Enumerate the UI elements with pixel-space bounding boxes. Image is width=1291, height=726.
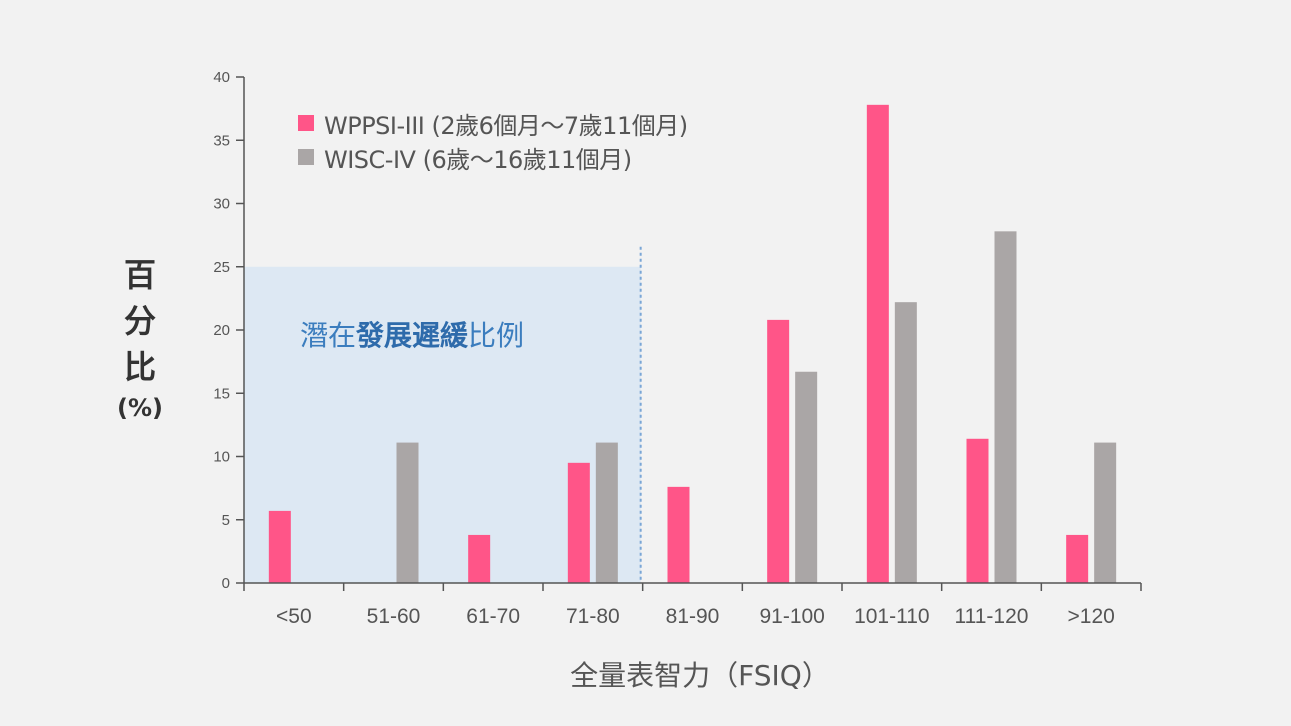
x-tick-label: <50 <box>276 605 312 628</box>
x-tick-label: 71-80 <box>566 605 620 628</box>
bar-wisc <box>795 371 818 583</box>
y-tick-label: 40 <box>213 69 230 86</box>
x-tick-label: 51-60 <box>367 605 421 628</box>
x-tick-label: 91-100 <box>759 605 824 628</box>
bar-wppsi <box>767 319 790 583</box>
x-tick-label: >120 <box>1068 605 1115 628</box>
x-tick-label: 61-70 <box>466 605 520 628</box>
bar-wppsi <box>866 104 889 583</box>
bar-wppsi <box>468 534 491 583</box>
y-axis-label: 百 分 比 (%) <box>108 252 172 426</box>
bar-wisc <box>994 231 1017 583</box>
y-tick-label: 5 <box>222 512 230 529</box>
y-axis-unit: (%) <box>117 394 163 422</box>
region-annotation-post: 比例 <box>468 319 525 352</box>
y-tick-label: 0 <box>222 575 230 592</box>
y-tick-label: 15 <box>213 385 230 402</box>
region-annotation-pre: 潛在 <box>300 319 357 352</box>
y-tick-label: 20 <box>213 322 230 339</box>
bar-wppsi <box>667 486 690 583</box>
bar-wisc <box>894 302 917 583</box>
x-tick-label: 101-110 <box>854 605 930 628</box>
region-annotation-bold: 發展遲緩 <box>356 319 469 352</box>
y-axis-label-char: 百 <box>123 256 156 294</box>
y-tick-label: 25 <box>213 259 230 276</box>
y-axis-label-char: 比 <box>123 348 156 386</box>
legend-text-wisc: WISC-IV (6歲～16歲11個月) <box>324 145 632 174</box>
x-axis-label: 全量表智力（FSIQ） <box>570 659 830 692</box>
bar-wisc <box>595 442 618 583</box>
legend-swatch-wppsi <box>298 115 314 131</box>
y-axis-label-char: 分 <box>123 302 156 340</box>
bar-wisc <box>1094 442 1117 583</box>
bar-wppsi <box>268 510 291 583</box>
region-annotation: 潛在發展遲緩比例 <box>300 314 524 354</box>
bar-wppsi <box>1066 534 1089 583</box>
legend-swatch-wisc <box>298 149 314 165</box>
legend-text-wppsi: WPPSI-III (2歲6個月～7歲11個月) <box>324 111 688 140</box>
bar-wppsi <box>567 462 590 583</box>
legend-item-wisc: WISC-IV (6歲～16歲11個月) <box>298 140 688 174</box>
legend: WPPSI-III (2歲6個月～7歲11個月) WISC-IV (6歲～16歲… <box>298 106 688 174</box>
legend-item-wppsi: WPPSI-III (2歲6個月～7歲11個月) <box>298 106 688 140</box>
x-tick-label: 81-90 <box>666 605 720 628</box>
y-tick-label: 35 <box>213 132 230 149</box>
bar-wisc <box>396 442 419 583</box>
y-tick-label: 10 <box>213 449 230 466</box>
x-tick-label: 111-120 <box>955 605 1029 628</box>
bar-wppsi <box>966 438 989 583</box>
y-tick-label: 30 <box>213 196 230 213</box>
